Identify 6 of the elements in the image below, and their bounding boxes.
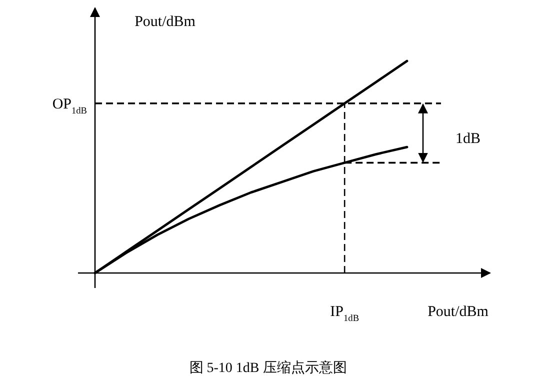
- y-axis-title: Pout/dBm: [134, 14, 196, 30]
- text: IP$_{1dB}$: [330, 304, 360, 324]
- text: 1dB: [455, 131, 481, 147]
- x-axis-title: Pout/dBm: [428, 304, 489, 320]
- caption: 图 5-10 1dB 压缩点示意图: [189, 360, 347, 376]
- ref-line-label: OP$_{1dB}$: [52, 96, 87, 116]
